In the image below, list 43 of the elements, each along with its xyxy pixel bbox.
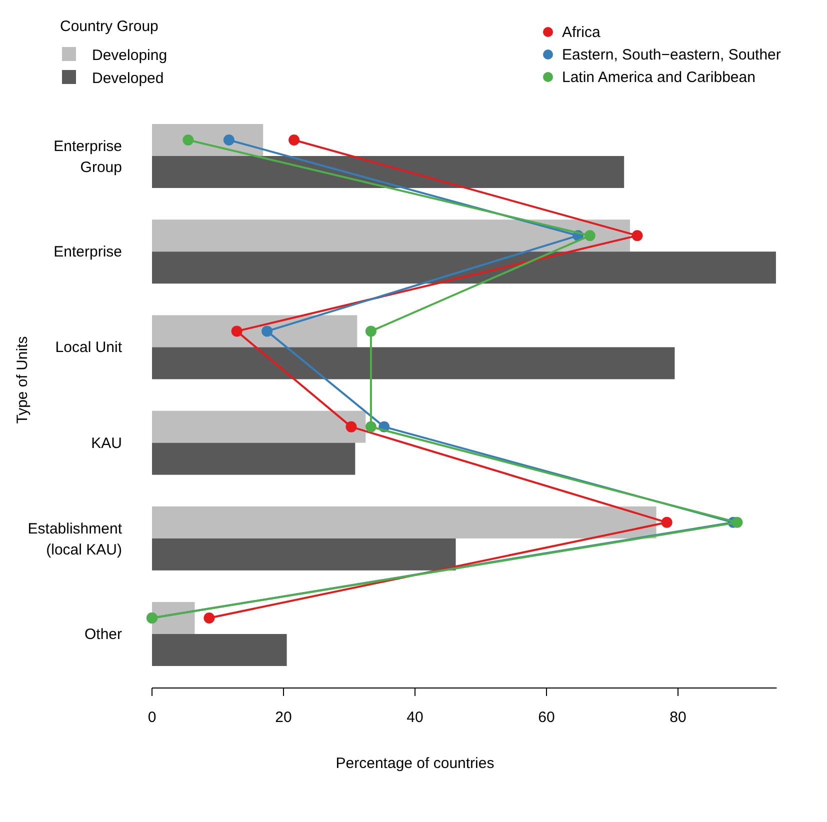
point (365, 326, 376, 337)
point (204, 612, 215, 624)
bar (152, 506, 656, 538)
bar (152, 634, 287, 666)
x-axis-title: Percentage of countries (336, 755, 494, 772)
bar (152, 538, 456, 570)
y-tick-label: Establishment (local KAU) (28, 520, 123, 558)
point (262, 326, 273, 337)
x-tick-label: 60 (538, 709, 555, 726)
y-tick-label: Enterprise Group (54, 138, 122, 176)
point (584, 230, 596, 242)
point (661, 516, 672, 528)
bar (152, 156, 624, 188)
bar (152, 220, 630, 252)
point (231, 326, 242, 337)
legend-title: Country Group (60, 18, 158, 35)
x-tick-label: 20 (275, 709, 292, 726)
point (365, 421, 376, 432)
y-tick-label: Other (84, 626, 122, 643)
point (182, 134, 194, 146)
point (288, 134, 300, 146)
legend-label: Eastern, South−eastern, Souther (562, 46, 781, 64)
bar (152, 442, 356, 475)
x-tick-label: 40 (406, 709, 424, 726)
point (732, 516, 743, 528)
legend-label: Developed (92, 70, 164, 87)
bar (152, 252, 776, 284)
y-axis-title: Type of Units (14, 336, 31, 424)
y-tick-label: Local Unit (55, 339, 123, 356)
legend-label: Africa (562, 24, 601, 41)
y-tick-label: Enterprise (54, 244, 122, 261)
x-tick-label: 0 (148, 709, 156, 726)
point (346, 421, 357, 432)
point (632, 230, 643, 242)
y-tick-label: KAU (91, 434, 122, 452)
legend-label: Developing (92, 47, 168, 64)
legend-label: Latin America and Caribbean (562, 69, 756, 86)
x-tick-label: 80 (670, 709, 686, 726)
bar (152, 347, 675, 380)
bar (152, 315, 358, 348)
bar (152, 602, 195, 634)
point (223, 134, 234, 146)
bar (152, 410, 366, 443)
